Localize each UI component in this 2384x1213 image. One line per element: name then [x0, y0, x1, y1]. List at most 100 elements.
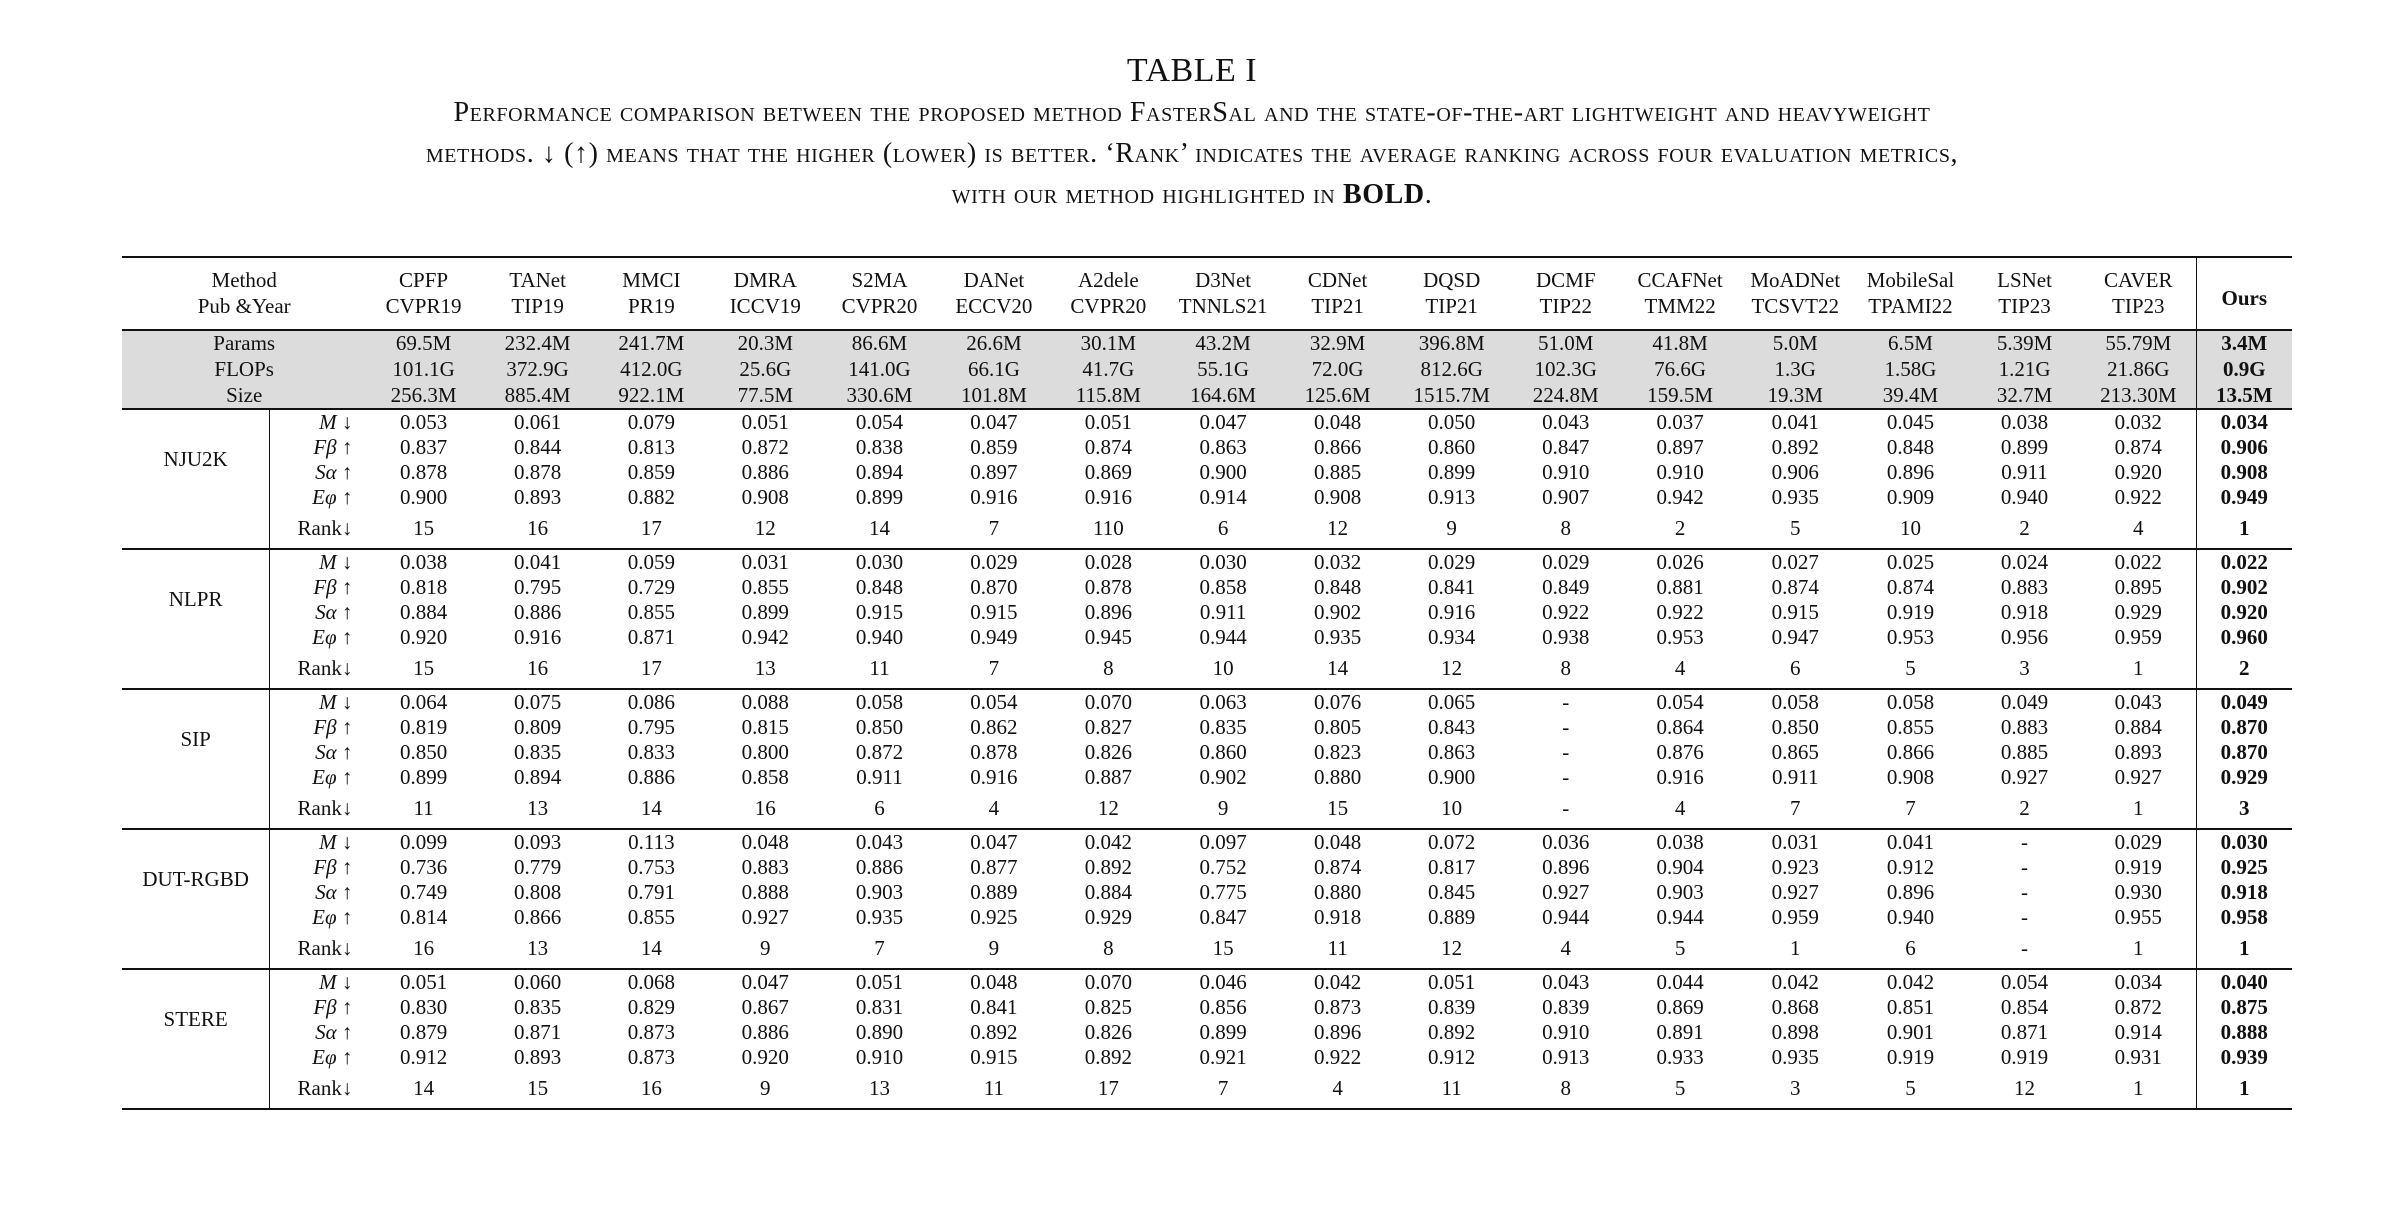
metric-cell: 0.791 — [627, 880, 675, 905]
complexity-cell: 224.8M — [1508, 382, 1623, 409]
complexity-cell: 396.8M — [1394, 329, 1509, 357]
rank-cell: 1 — [2133, 796, 2144, 821]
rank-label: Rank↓ — [269, 1069, 367, 1110]
header-method-name: DQSD — [1394, 256, 1509, 294]
rank-cell: 14 — [366, 1069, 481, 1110]
metric-ours-cell: 0.939 — [2195, 1044, 2292, 1070]
rank-cell: 15 — [413, 656, 435, 681]
metric-row: Eφ ↑ 0.814 0.866 0.855 0.927 0.935 0.925 0.929 0… — [122, 904, 2292, 930]
metric-cell: 0.859 — [627, 460, 675, 485]
metric-row: Eφ ↑ 0.920 0.916 0.871 0.942 0.940 0.949 0.945 0… — [122, 624, 2292, 650]
metric-cell: 0.856 — [1199, 995, 1247, 1020]
metric-cell: 0.899 — [399, 765, 448, 790]
metric-cell: 0.883 — [741, 855, 789, 880]
complexity-cell: 1.21G — [1968, 356, 2082, 383]
metric-cell: 0.911 — [856, 765, 903, 790]
rank-ours-cell: 1 — [2195, 509, 2292, 549]
metric-cell: 0.913 — [1542, 1045, 1590, 1070]
table-title: TABLE I — [1126, 52, 1258, 89]
metric-cell: 0.859 — [970, 435, 1018, 460]
metric-row: DUT-RGBD M ↓ 0.099 0.093 0.113 0.048 0.043 0.04… — [122, 827, 2292, 930]
metric-ours-cell: 0.034 — [2195, 407, 2292, 435]
metric-cell: - — [1562, 715, 1570, 740]
metric-cell: 0.942 — [1656, 485, 1704, 510]
metric-cell: 0.876 — [1656, 740, 1704, 765]
rank-cell: 4 — [988, 796, 1000, 821]
metric-cell: 0.826 — [1084, 740, 1132, 765]
metric-cell: 0.032 — [2081, 407, 2196, 435]
complexity-cell: 5.39M — [1968, 329, 2082, 357]
metric-cell: 0.929 — [2114, 600, 2162, 625]
metric-label: Sα ↑ — [269, 739, 367, 765]
rank-spacer — [122, 1069, 270, 1110]
metric-cell: 0.919 — [1886, 600, 1935, 625]
rank-cell: 11 — [936, 1069, 1052, 1110]
complexity-cell: 41.8M — [1622, 329, 1738, 357]
metric-cell: 0.927 — [1542, 880, 1590, 905]
metric-cell: 0.736 — [399, 855, 448, 880]
metric-ours-cell: 0.925 — [2195, 854, 2292, 880]
complexity-row: FLOPs 101.1G 372.9G 412.0G 25.6G 141.0G 66.1G 4… — [122, 356, 2292, 383]
header-method-pub: ICCV19 — [729, 293, 801, 318]
metric-cell: 0.855 — [1886, 715, 1935, 740]
metric-cell: 0.886 — [741, 460, 789, 485]
metric-cell: 0.899 — [855, 485, 904, 510]
header-method-pub: TIP19 — [511, 293, 564, 318]
metric-cell: 0.892 — [1771, 435, 1819, 460]
metric-cell: 0.029 — [2081, 827, 2196, 855]
complexity-ours-cell: 13.5M — [2195, 382, 2292, 409]
metric-cell: 0.848 — [855, 575, 904, 600]
metric-cell: 0.944 — [1542, 905, 1590, 930]
metric-cell: 0.825 — [1084, 995, 1132, 1020]
complexity-ours-cell: 3.4M — [2195, 329, 2292, 357]
metric-cell: 0.890 — [855, 1020, 904, 1045]
metric-cell: 0.075 — [480, 687, 595, 715]
complexity-cell: 32.9M — [1280, 329, 1395, 357]
metric-cell: 0.054 — [822, 407, 937, 435]
metric-cell: 0.933 — [1656, 1045, 1704, 1070]
metric-cell: 0.916 — [514, 625, 562, 650]
rank-cell: 9 — [988, 936, 1000, 961]
metric-cell: 0.896 — [1886, 460, 1935, 485]
metric-cell: 0.835 — [1199, 715, 1247, 740]
metric-cell: 0.779 — [514, 855, 562, 880]
metric-cell: 0.873 — [627, 1045, 675, 1070]
metric-cell: 0.028 — [1051, 547, 1166, 575]
metric-cell: 0.886 — [627, 765, 675, 790]
metric-cell: 0.051 — [1051, 407, 1166, 435]
metric-cell: 0.887 — [1084, 765, 1132, 790]
complexity-cell: 101.1G — [366, 356, 481, 383]
metric-cell: 0.908 — [1313, 485, 1362, 510]
metric-cell: 0.902 — [1313, 600, 1362, 625]
metric-cell: 0.086 — [594, 687, 709, 715]
metric-cell: 0.870 — [970, 575, 1018, 600]
rank-row: Rank↓ 11 13 14 16 6 4 12 9 15 10-4 7 7 2 1 3 — [122, 789, 2292, 829]
metric-cell: 0.897 — [970, 460, 1018, 485]
metric-cell: 0.043 — [822, 827, 937, 855]
metric-cell: 0.088 — [708, 687, 823, 715]
metric-cell: 0.874 — [1084, 435, 1132, 460]
metric-cell: 0.830 — [399, 995, 448, 1020]
metric-cell: 0.942 — [741, 625, 789, 650]
rank-cell: 7 — [988, 516, 1000, 541]
metric-cell: 0.908 — [741, 485, 789, 510]
metric-cell: 0.030 — [1165, 547, 1281, 575]
metric-cell: 0.866 — [1313, 435, 1362, 460]
rank-cell: 9 — [1446, 516, 1457, 541]
header-method-pub: PR19 — [628, 293, 675, 318]
metric-cell: 0.866 — [514, 905, 562, 930]
dataset-name: NLPR — [122, 547, 270, 650]
metric-cell: 0.829 — [627, 995, 675, 1020]
metric-cell: 0.913 — [1428, 485, 1476, 510]
metric-cell: 0.860 — [1428, 435, 1476, 460]
complexity-cell: 164.6M — [1165, 382, 1281, 409]
metric-cell: 0.041 — [1852, 827, 1968, 855]
metric-cell: 0.892 — [1084, 855, 1132, 880]
complexity-cell: 55.79M — [2081, 329, 2196, 357]
metric-cell: 0.878 — [970, 740, 1018, 765]
metric-cell: 0.920 — [2114, 460, 2162, 485]
complexity-cell: 812.6G — [1394, 356, 1509, 383]
metric-cell: 0.918 — [1313, 905, 1362, 930]
rank-cell: 7 — [1789, 796, 1801, 821]
metric-cell: 0.911 — [2001, 460, 2048, 485]
